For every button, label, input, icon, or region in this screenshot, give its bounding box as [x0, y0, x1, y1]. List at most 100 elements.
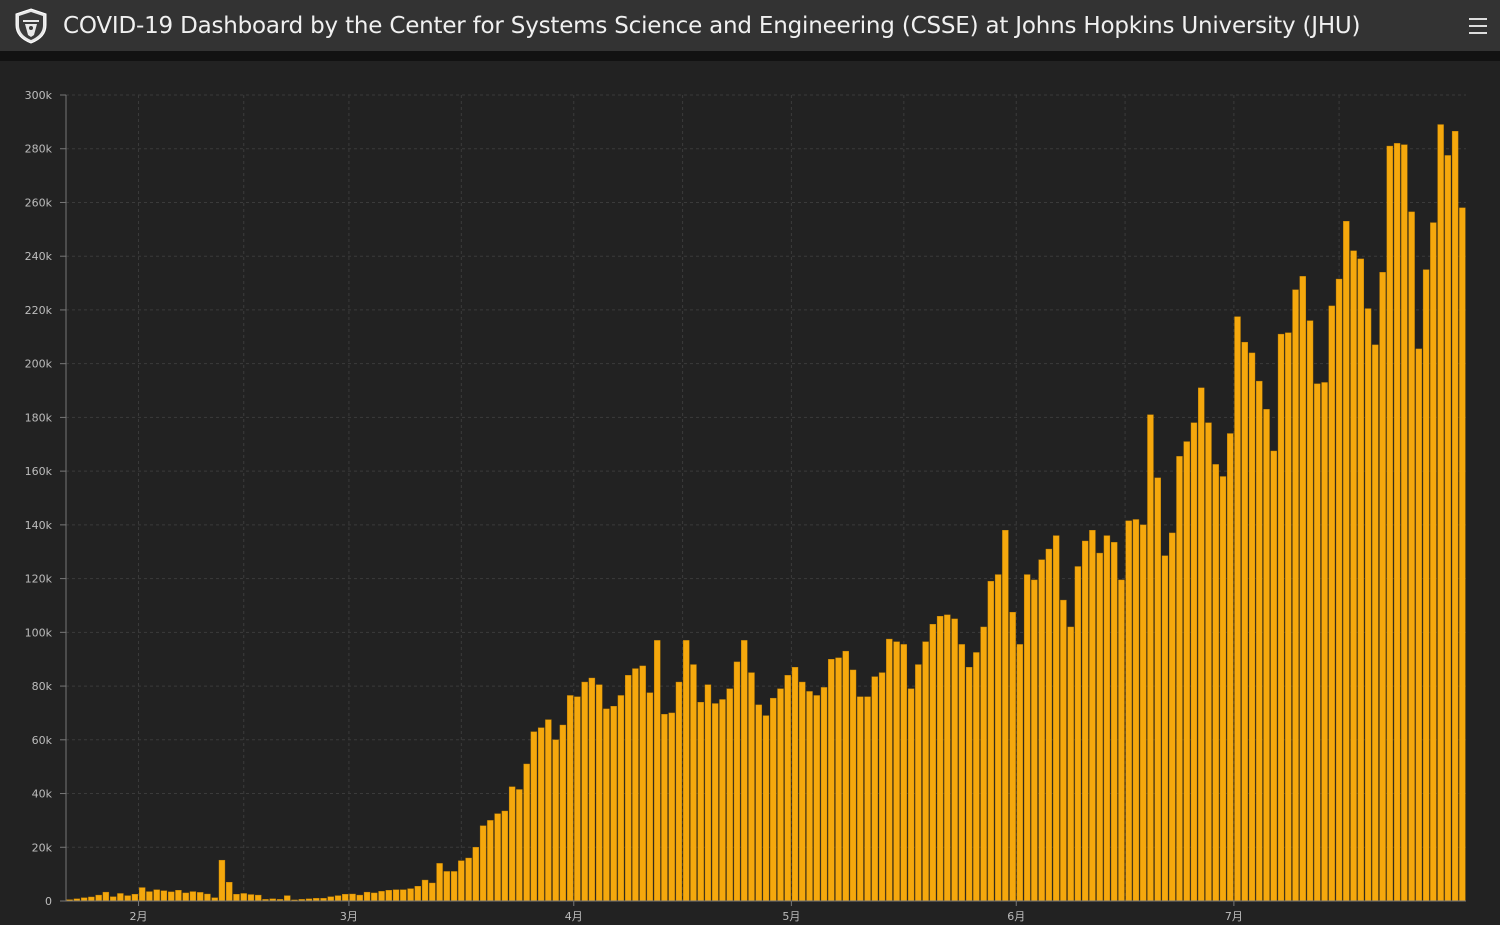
bar[interactable]: [1140, 524, 1147, 902]
bar[interactable]: [1031, 579, 1038, 902]
bar[interactable]: [1016, 644, 1024, 902]
bar[interactable]: [595, 684, 603, 902]
bar[interactable]: [124, 895, 131, 902]
bar[interactable]: [1045, 548, 1053, 902]
bar[interactable]: [755, 704, 762, 902]
bar[interactable]: [574, 696, 581, 902]
bar[interactable]: [697, 701, 704, 902]
bar[interactable]: [400, 889, 407, 902]
bar[interactable]: [465, 857, 472, 902]
bar[interactable]: [806, 691, 813, 902]
bar[interactable]: [646, 692, 654, 902]
bar[interactable]: [929, 624, 937, 902]
bar[interactable]: [654, 640, 661, 902]
bar[interactable]: [951, 618, 958, 902]
bar[interactable]: [893, 641, 900, 902]
bar[interactable]: [421, 879, 429, 902]
bar[interactable]: [813, 695, 820, 902]
bar[interactable]: [987, 581, 995, 902]
bar[interactable]: [479, 825, 487, 902]
bar[interactable]: [980, 626, 987, 902]
bar[interactable]: [1459, 207, 1466, 902]
bar[interactable]: [690, 664, 697, 902]
bar[interactable]: [835, 657, 842, 902]
bar[interactable]: [878, 672, 886, 902]
bar[interactable]: [1169, 532, 1176, 902]
bar[interactable]: [356, 894, 363, 902]
bar[interactable]: [218, 859, 226, 902]
bar[interactable]: [1198, 387, 1205, 902]
bar[interactable]: [1161, 555, 1169, 902]
bar[interactable]: [857, 696, 864, 902]
bar[interactable]: [327, 896, 334, 902]
bar[interactable]: [349, 893, 356, 902]
bar[interactable]: [1219, 476, 1227, 902]
bar[interactable]: [639, 665, 646, 902]
bar[interactable]: [770, 697, 777, 902]
bar[interactable]: [1401, 144, 1408, 902]
bar[interactable]: [864, 696, 871, 902]
bar[interactable]: [1074, 566, 1082, 902]
bar[interactable]: [516, 789, 523, 902]
bar[interactable]: [1364, 308, 1372, 902]
bar[interactable]: [733, 661, 741, 902]
bar[interactable]: [871, 676, 878, 902]
bar[interactable]: [842, 650, 849, 902]
bar[interactable]: [545, 719, 552, 902]
bar[interactable]: [712, 703, 719, 902]
bar[interactable]: [1052, 535, 1060, 902]
bar[interactable]: [683, 640, 690, 902]
bar[interactable]: [1430, 222, 1437, 902]
bar[interactable]: [1183, 441, 1190, 902]
bar[interactable]: [632, 668, 639, 902]
bar[interactable]: [378, 891, 385, 902]
bar[interactable]: [1176, 456, 1183, 902]
bar[interactable]: [1263, 409, 1270, 902]
bar[interactable]: [168, 891, 175, 902]
bar[interactable]: [102, 891, 110, 902]
bar[interactable]: [1248, 352, 1256, 902]
bar[interactable]: [965, 667, 973, 902]
bar[interactable]: [1125, 520, 1132, 902]
bar[interactable]: [552, 739, 559, 902]
bar[interactable]: [1256, 380, 1263, 902]
bar[interactable]: [1357, 258, 1364, 902]
bar[interactable]: [363, 891, 371, 902]
bar[interactable]: [603, 708, 610, 902]
bar[interactable]: [1415, 348, 1423, 902]
bar[interactable]: [1437, 124, 1444, 902]
bar[interactable]: [204, 893, 211, 902]
bar[interactable]: [160, 890, 168, 902]
bar[interactable]: [429, 882, 436, 902]
bar[interactable]: [233, 894, 240, 902]
bar[interactable]: [189, 891, 197, 902]
bar[interactable]: [1205, 422, 1212, 902]
bar[interactable]: [1372, 344, 1379, 902]
bar[interactable]: [915, 664, 922, 902]
bar[interactable]: [741, 640, 748, 902]
bar[interactable]: [1132, 519, 1140, 902]
bar[interactable]: [530, 731, 538, 902]
bar[interactable]: [719, 699, 726, 902]
bar[interactable]: [944, 614, 951, 902]
bar[interactable]: [138, 887, 146, 902]
bar[interactable]: [625, 675, 632, 902]
bar[interactable]: [255, 894, 262, 902]
bar[interactable]: [240, 893, 247, 902]
bar[interactable]: [973, 652, 980, 902]
bar[interactable]: [1023, 574, 1031, 902]
bar[interactable]: [791, 667, 799, 902]
bar[interactable]: [900, 644, 907, 902]
bar[interactable]: [617, 695, 625, 902]
bar[interactable]: [450, 871, 458, 902]
bar[interactable]: [1379, 272, 1386, 902]
bar[interactable]: [1038, 559, 1045, 902]
bar[interactable]: [95, 894, 102, 902]
bar[interactable]: [508, 786, 516, 902]
bar[interactable]: [581, 681, 588, 902]
bar[interactable]: [1328, 305, 1335, 902]
bar[interactable]: [799, 681, 806, 902]
bar[interactable]: [1335, 278, 1343, 902]
bar[interactable]: [661, 714, 668, 902]
bar[interactable]: [443, 871, 451, 902]
